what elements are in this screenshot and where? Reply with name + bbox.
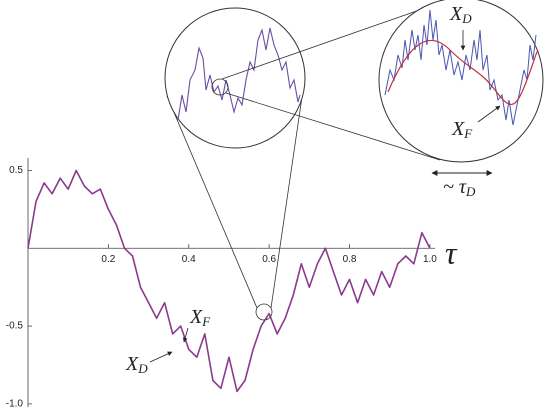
annotation-text: X bbox=[125, 353, 139, 375]
arrow bbox=[182, 327, 189, 343]
inset-circle bbox=[164, 7, 306, 149]
inset-smooth-path bbox=[387, 39, 539, 105]
annotation: XD bbox=[125, 353, 148, 376]
annotation-text: ~ τ bbox=[443, 176, 467, 198]
inset-noisy-path bbox=[384, 9, 537, 126]
annotation-text: X bbox=[189, 306, 203, 328]
axes: 0.2 0.4 0.6 0.8 1.0 0.5 -0.5 -1.0 bbox=[6, 158, 437, 410]
x-axis-label: τ bbox=[445, 234, 458, 270]
inset-circle bbox=[378, 0, 544, 163]
annotation-sub: D bbox=[461, 11, 472, 26]
annotation-text: X bbox=[451, 118, 465, 140]
zoom-marker bbox=[211, 78, 229, 96]
x-tick-label: 0.6 bbox=[262, 254, 276, 265]
arrow bbox=[149, 351, 173, 363]
zoom-marker bbox=[255, 303, 273, 321]
annotation-sub: F bbox=[463, 126, 473, 141]
annotation: ~ τD bbox=[443, 176, 476, 199]
x-tick-label: 0.2 bbox=[101, 254, 115, 265]
annotation-sub: D bbox=[465, 184, 476, 199]
inset-path bbox=[177, 27, 301, 121]
x-tick-label: 0.4 bbox=[182, 254, 196, 265]
annotation-text: X bbox=[449, 3, 463, 25]
zoom-line bbox=[270, 96, 303, 309]
annotation-sub: F bbox=[201, 314, 211, 329]
annotation: XF bbox=[189, 306, 211, 329]
plot bbox=[27, 169, 431, 393]
annotation-sub: D bbox=[137, 361, 148, 376]
zoom-line bbox=[221, 0, 449, 80]
y-tick-label: -1.0 bbox=[6, 399, 24, 410]
data-line bbox=[27, 169, 431, 393]
annotation: XD bbox=[449, 3, 472, 26]
zoom-line bbox=[225, 92, 441, 161]
annotation: XF bbox=[451, 118, 473, 141]
x-tick-label: 1.0 bbox=[423, 254, 437, 265]
arrow bbox=[477, 105, 501, 123]
x-tick-label: 0.8 bbox=[343, 254, 357, 265]
y-tick-label: 0.5 bbox=[9, 165, 23, 176]
y-tick-label: -0.5 bbox=[6, 321, 24, 332]
zoom-line bbox=[166, 95, 258, 309]
